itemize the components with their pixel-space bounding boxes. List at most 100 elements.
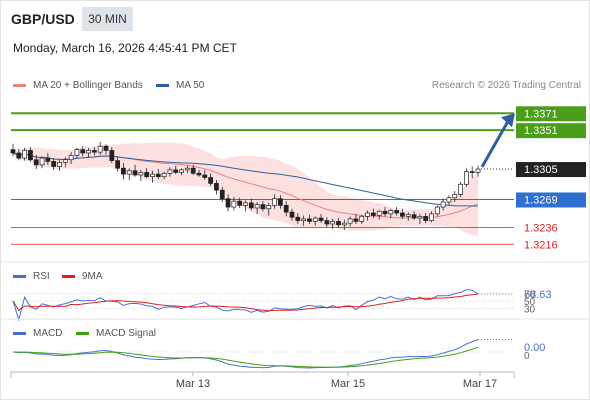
candle-body	[301, 218, 307, 221]
macd-line	[12, 339, 479, 369]
candle-body	[196, 172, 202, 176]
candle-body	[272, 198, 277, 206]
candle-body	[51, 161, 57, 167]
candle-body	[132, 170, 138, 176]
support-label: 1.3216	[524, 239, 558, 251]
rsi-level-label: 50	[524, 297, 536, 308]
candle-body	[400, 212, 405, 217]
candle-body	[388, 210, 394, 215]
candle-body	[16, 152, 22, 159]
rsi-level-label: 70	[524, 290, 536, 301]
candle-body	[45, 157, 51, 162]
price-label-text: 1.3269	[524, 194, 558, 206]
candle-body	[423, 216, 429, 221]
candle-body	[417, 216, 423, 219]
candle-body	[57, 161, 62, 167]
candle-body	[184, 167, 190, 171]
candle-body	[336, 221, 341, 226]
macd-panel: 0.000	[11, 339, 545, 369]
candle-body	[440, 201, 446, 208]
legend-macd-label: MACD	[33, 328, 63, 339]
price-label-box	[516, 192, 586, 208]
rsi-ma-line	[12, 293, 479, 312]
macd-signal-swatch	[76, 332, 89, 335]
candle-body	[231, 200, 237, 208]
candle-body	[208, 177, 214, 184]
candle-body	[80, 149, 86, 154]
price-level-lines	[11, 112, 514, 245]
forecast-arrow	[480, 113, 515, 168]
candle-body	[347, 218, 353, 224]
legend-ma50: MA 50	[156, 80, 204, 91]
moving-average-lines	[12, 152, 479, 219]
candle-body	[155, 173, 161, 178]
candle-body	[74, 149, 80, 156]
candle-body	[318, 217, 324, 221]
candle-body	[365, 212, 370, 217]
x-axis: Mar 13 Mar 15 Mar 17	[0, 261, 590, 390]
candle-body	[446, 197, 452, 203]
macd-signal-line	[12, 346, 479, 368]
candle-body	[39, 157, 45, 166]
candle-body	[307, 218, 312, 222]
candle-body	[219, 189, 225, 199]
candle-body	[103, 145, 109, 151]
rsi-level-label: 30	[524, 305, 536, 316]
candle-body	[254, 204, 260, 209]
macd-swatch	[13, 332, 26, 335]
candle-body	[237, 200, 243, 206]
candle-body	[429, 213, 434, 221]
candle-body	[475, 168, 481, 173]
candle-body	[324, 220, 330, 225]
bollinger-band-fill	[13, 142, 478, 237]
forecast-arrow-head	[501, 113, 515, 128]
candle-body	[463, 171, 469, 185]
candle-body	[370, 212, 376, 216]
bollinger-swatch	[13, 84, 26, 87]
candle-body	[173, 169, 179, 173]
legend-rsi-ma: 9MA	[62, 271, 103, 282]
candle-body	[144, 172, 150, 178]
candle-body	[161, 172, 167, 178]
candle-body	[214, 183, 219, 191]
bollinger-band-area	[13, 142, 478, 237]
candle-body	[138, 172, 144, 176]
candle-body	[434, 206, 440, 215]
credit-label: Research © 2026 Trading Central	[431, 80, 581, 91]
candle-body	[86, 150, 91, 154]
legend-bollinger-label: MA 20 + Bollinger Bands	[33, 80, 143, 91]
candle-body	[190, 167, 196, 174]
candle-body	[126, 170, 132, 175]
price-label-box	[516, 106, 586, 122]
timeframe-badge[interactable]: 30 MIN	[82, 7, 133, 31]
price-label-box	[516, 162, 586, 178]
price-label-text: 1.3371	[524, 108, 558, 120]
candle-body	[277, 198, 283, 206]
symbol-title: GBP/USD	[11, 11, 75, 27]
candle-body	[283, 205, 289, 213]
price-label-text: 1.3351	[524, 125, 558, 137]
legend-rsi-ma-label: 9MA	[82, 271, 103, 282]
x-tick-label: Mar 17	[463, 378, 497, 390]
candle-body	[115, 160, 121, 169]
candle-body	[469, 171, 475, 173]
candle-body	[97, 145, 103, 153]
candle-body	[167, 169, 173, 174]
rsi-ma-swatch	[62, 275, 75, 278]
candle-body	[376, 210, 382, 216]
candle-body	[121, 167, 126, 175]
legend-macd-signal-label: MACD Signal	[96, 328, 157, 339]
candle-body	[68, 155, 74, 161]
candle-body	[150, 173, 155, 178]
legend-macd-signal: MACD Signal	[76, 328, 156, 339]
forecast-arrow-shaft	[480, 120, 510, 168]
ma50-swatch	[156, 84, 169, 87]
candle-body	[458, 183, 463, 195]
candle-body	[33, 159, 39, 166]
macd-zero-label: 0	[524, 351, 530, 362]
candle-body	[91, 150, 97, 153]
candle-body	[312, 217, 318, 222]
candle-body	[341, 222, 347, 226]
candle-body	[405, 214, 411, 217]
